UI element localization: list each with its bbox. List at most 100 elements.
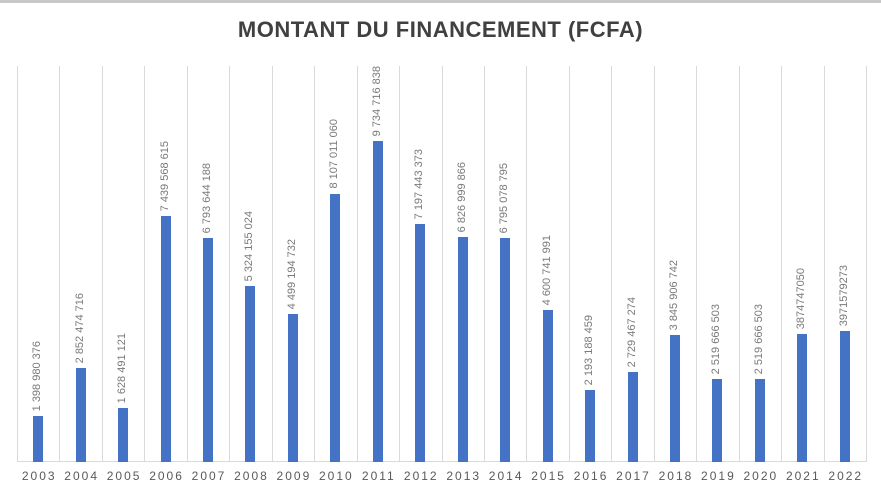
- bar-slot-2008: 5 324 155 024: [229, 66, 271, 462]
- gridline: [526, 66, 527, 462]
- gridline: [611, 66, 612, 462]
- bar-value-label-2012: 7 197 443 373: [413, 148, 426, 219]
- bar-2007: [203, 238, 214, 462]
- gridline: [781, 66, 782, 462]
- bar-slot-2015: 4 600 741 991: [526, 66, 568, 462]
- gridline: [739, 66, 740, 462]
- bar-2022: [839, 331, 850, 462]
- bar-value-label-2014: 6 795 078 795: [498, 162, 511, 233]
- gridline: [17, 66, 18, 462]
- x-tick-label-2009: 2009: [276, 469, 312, 483]
- bar-2006: [160, 216, 171, 462]
- bar-value-label-2005: 1 628 491 121: [116, 332, 129, 403]
- x-tick-label-2003: 2003: [21, 469, 57, 483]
- chart-title: MONTANT DU FINANCEMENT (FCFA): [237, 17, 644, 42]
- gridline: [399, 66, 400, 462]
- bar-value-label-2013: 6 826 999 866: [455, 161, 468, 232]
- plot-area: 1 398 980 376 2 852 474 716 1 628 491 121 7…: [17, 66, 867, 462]
- bar-slot-2019: 2 519 666 503: [696, 66, 738, 462]
- x-tick-label-2013: 2013: [446, 469, 482, 483]
- bar-value-label-2006: 7 439 568 615: [158, 140, 171, 211]
- bar-2016: [585, 390, 596, 462]
- bar-slot-2005: 1 628 491 121: [102, 66, 144, 462]
- bar-value-label-2017: 2 729 467 274: [625, 296, 638, 367]
- x-tick-label-2011: 2011: [361, 469, 396, 483]
- x-tick-label-2022: 2022: [828, 469, 864, 483]
- bar-slot-2021: 3874747050: [781, 66, 823, 462]
- bar-2005: [118, 408, 129, 462]
- x-tick-label-2020: 2020: [743, 469, 779, 483]
- gridline: [654, 66, 655, 462]
- bar-slot-2004: 2 852 474 716: [59, 66, 101, 462]
- gridline: [569, 66, 570, 462]
- gridline: [144, 66, 145, 462]
- bar-slot-2010: 8 107 011 060: [314, 66, 356, 462]
- bar-2020: [754, 379, 765, 462]
- x-axis-line: [17, 461, 866, 462]
- x-tick-label-2017: 2017: [616, 469, 651, 483]
- bar-slot-2007: 6 793 644 188: [187, 66, 229, 462]
- bar-2008: [245, 286, 256, 462]
- window-top-border: [0, 0, 881, 3]
- bar-value-label-2019: 2 519 666 503: [710, 303, 723, 374]
- gridline: [484, 66, 485, 462]
- bar-slot-2006: 7 439 568 615: [144, 66, 186, 462]
- bar-2017: [627, 372, 638, 462]
- bar-slot-2011: 9 734 716 838: [357, 66, 399, 462]
- bar-2021: [797, 334, 808, 462]
- gridline: [824, 66, 825, 462]
- bar-value-label-2008: 5 324 155 024: [243, 210, 256, 281]
- bar-2010: [330, 194, 341, 462]
- bar-2003: [33, 416, 44, 462]
- x-tick-label-2004: 2004: [64, 469, 99, 483]
- gridline: [442, 66, 443, 462]
- bar-2019: [712, 379, 723, 462]
- bar-value-label-2020: 2 519 666 503: [752, 303, 765, 374]
- x-tick-label-2019: 2019: [701, 469, 736, 483]
- bar-2014: [500, 238, 511, 462]
- x-axis: 2003 2004 2005 2006 2007 2008 2009 2010 2011 2012…: [17, 466, 866, 486]
- bar-slot-2017: 2 729 467 274: [611, 66, 653, 462]
- bar-value-label-2018: 3 845 906 742: [667, 259, 680, 330]
- x-tick-label-2012: 2012: [403, 469, 439, 483]
- bar-value-label-2016: 2 193 188 459: [583, 314, 596, 385]
- bar-2018: [669, 335, 680, 462]
- bar-2015: [542, 310, 553, 462]
- bar-slot-2003: 1 398 980 376: [17, 66, 59, 462]
- bar-slot-2018: 3 845 906 742: [654, 66, 696, 462]
- gridline: [866, 66, 867, 462]
- x-tick-label-2014: 2014: [488, 469, 524, 483]
- bar-slot-2020: 2 519 666 503: [739, 66, 781, 462]
- bar-value-label-2009: 4 499 194 732: [285, 238, 298, 309]
- x-tick-label-2010: 2010: [319, 469, 354, 483]
- x-tick-label-2006: 2006: [149, 469, 184, 483]
- gridline: [357, 66, 358, 462]
- bar-slot-2014: 6 795 078 795: [484, 66, 526, 462]
- gridline: [59, 66, 60, 462]
- bar-value-label-2004: 2 852 474 716: [73, 292, 86, 363]
- bar-2009: [287, 314, 298, 462]
- bar-2012: [415, 224, 426, 462]
- bar-value-label-2011: 9 734 716 838: [370, 65, 383, 136]
- bar-slot-2022: 3971579273: [824, 66, 866, 462]
- bar-value-label-2010: 8 107 011 060: [328, 119, 341, 189]
- x-tick-label-2016: 2016: [573, 469, 609, 483]
- bar-slot-2012: 7 197 443 373: [399, 66, 441, 462]
- bar-value-label-2015: 4 600 741 991: [540, 234, 553, 305]
- x-tick-label-2021: 2021: [785, 469, 821, 483]
- x-tick-label-2015: 2015: [531, 469, 566, 483]
- x-tick-label-2005: 2005: [106, 469, 142, 483]
- x-tick-label-2007: 2007: [191, 469, 227, 483]
- bar-slot-2013: 6 826 999 866: [442, 66, 484, 462]
- bar-value-label-2022: 3971579273: [837, 264, 850, 326]
- gridline: [187, 66, 188, 462]
- bar-2013: [457, 237, 468, 462]
- bar-value-label-2007: 6 793 644 188: [201, 162, 214, 233]
- bar-slot-2009: 4 499 194 732: [272, 66, 314, 462]
- bar-slot-2016: 2 193 188 459: [569, 66, 611, 462]
- gridline: [314, 66, 315, 462]
- x-tick-label-2008: 2008: [234, 469, 269, 483]
- bar-value-label-2021: 3874747050: [795, 267, 808, 329]
- gridline: [102, 66, 103, 462]
